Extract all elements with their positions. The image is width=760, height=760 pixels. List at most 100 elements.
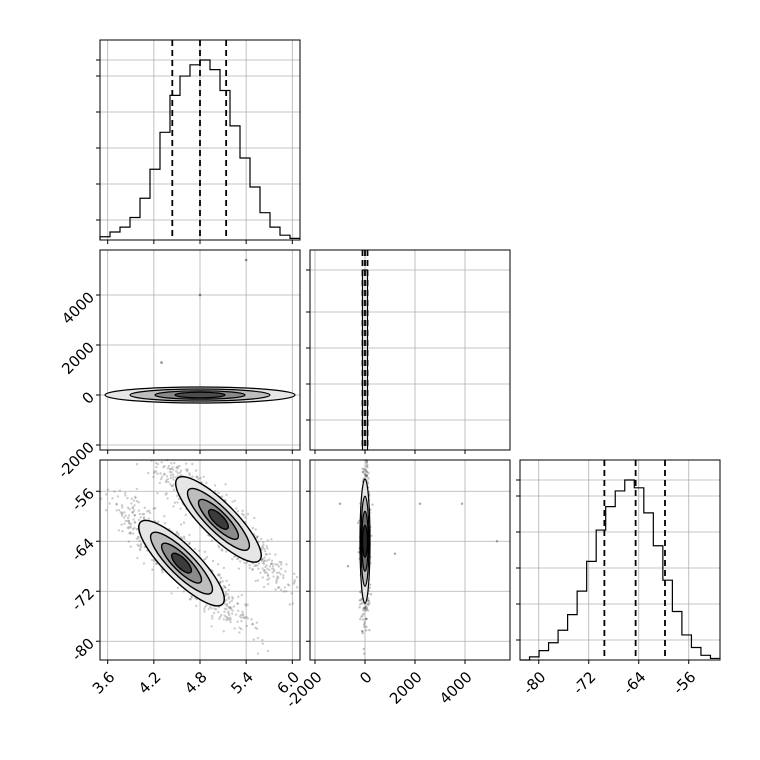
scatter-point [210, 539, 213, 542]
scatter-point [129, 525, 132, 528]
scatter-point [346, 565, 350, 568]
scatter-point [122, 516, 126, 519]
scatter-point [226, 616, 230, 619]
scatter-point [182, 535, 186, 538]
scatter-point [277, 576, 280, 579]
scatter-point [248, 566, 251, 570]
scatter-point [226, 593, 229, 596]
scatter-point [172, 483, 175, 486]
density-contour [362, 524, 369, 558]
scatter-point [241, 613, 245, 616]
scatter-point [127, 527, 130, 530]
scatter-point [235, 507, 238, 510]
panel-border [309, 459, 511, 661]
scatter-point [196, 475, 199, 479]
scatter-point [265, 571, 268, 574]
scatter-point [176, 586, 180, 589]
scatter-point [227, 595, 230, 599]
scatter-point [265, 564, 268, 567]
scatter-point [133, 513, 136, 517]
scatter-point [167, 464, 171, 468]
scatter-point [275, 571, 279, 575]
scatter-point [242, 616, 246, 620]
scatter-point [163, 472, 167, 475]
scatter-point [265, 559, 269, 562]
scatter-point [217, 606, 221, 609]
x-tick-label: 4.8 [181, 668, 211, 698]
scatter-point [147, 509, 151, 513]
scatter-point [166, 497, 169, 500]
scatter-point [188, 598, 192, 601]
scatter-point [226, 617, 229, 620]
scatter-point [232, 605, 236, 608]
scatter-point [195, 604, 198, 608]
scatter-point [231, 597, 235, 600]
scatter-point [228, 606, 231, 610]
scatter-point [171, 485, 174, 488]
scatter-point [156, 491, 159, 495]
scatter-point [359, 598, 363, 602]
scatter-point [368, 602, 371, 605]
scatter-point [255, 536, 259, 540]
scatter-point [246, 617, 250, 620]
scatter-point [127, 514, 131, 517]
scatter-point [139, 516, 142, 519]
scatter-point [244, 603, 247, 606]
scatter-point [362, 468, 366, 471]
scatter-point [229, 616, 232, 620]
scatter-point [115, 509, 118, 512]
scatter-point [280, 563, 283, 566]
scatter-point [257, 562, 261, 565]
scatter-point [270, 559, 274, 563]
scatter-point [262, 562, 266, 565]
scatter-panel-1-2 [306, 458, 511, 664]
scatter-point [261, 638, 264, 642]
scatter-point [253, 564, 256, 568]
panel-background [310, 250, 510, 450]
scatter-point [241, 614, 245, 617]
scatter-point [223, 607, 227, 610]
scatter-point [365, 629, 368, 632]
scatter-point [177, 497, 181, 501]
scatter-point [210, 625, 213, 628]
scatter-point [137, 518, 141, 522]
scatter-point [171, 466, 174, 469]
scatter-point [136, 543, 139, 547]
scatter-point [254, 528, 257, 531]
scatter-point [133, 521, 136, 524]
scatter-point [263, 571, 267, 574]
x-tick-label: -72 [569, 668, 599, 698]
scatter-point [367, 477, 370, 480]
scatter-point [172, 475, 175, 479]
scatter-point [113, 490, 116, 493]
scatter-point [213, 484, 217, 487]
scatter-point [236, 557, 239, 561]
scatter-point [365, 608, 368, 611]
scatter-point [256, 535, 259, 538]
scatter-point [160, 568, 164, 572]
scatter-point [250, 618, 253, 621]
scatter-point [129, 526, 132, 529]
scatter-point [368, 583, 372, 586]
scatter-point [293, 579, 296, 582]
scatter-point [254, 579, 257, 583]
scatter-point [231, 500, 234, 503]
scatter-point [358, 599, 361, 602]
scatter-point [225, 607, 228, 611]
scatter-point [268, 565, 272, 568]
scatter-point [173, 501, 177, 504]
scatter-point [194, 469, 198, 472]
histogram-step-line [520, 479, 720, 661]
scatter-point [224, 593, 228, 596]
scatter-point [188, 541, 191, 545]
scatter-point [243, 561, 246, 565]
scatter-point [362, 618, 365, 621]
scatter-point [131, 532, 135, 535]
scatter-point [291, 602, 295, 605]
scatter-point [178, 471, 182, 474]
scatter-point [222, 566, 226, 570]
scatter-point [362, 607, 365, 610]
scatter-point [242, 513, 245, 517]
scatter-point [363, 625, 366, 628]
